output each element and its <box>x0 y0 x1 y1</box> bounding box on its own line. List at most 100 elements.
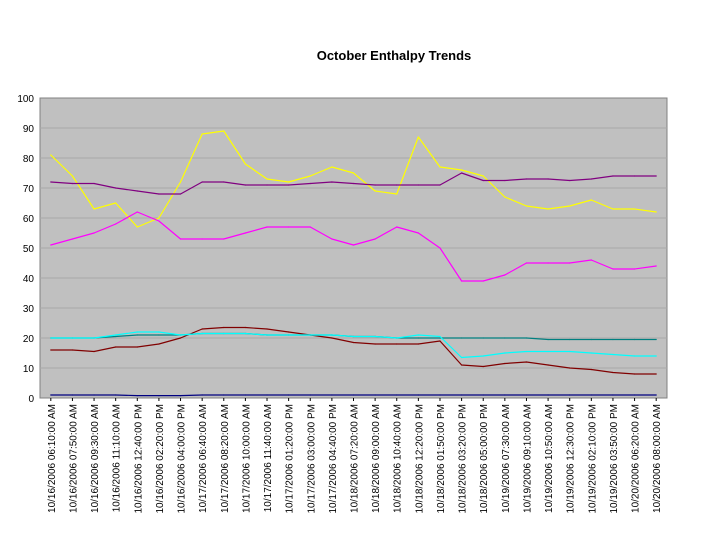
data-point <box>136 334 138 336</box>
data-point <box>115 334 117 336</box>
data-point <box>352 394 355 396</box>
data-point <box>158 220 160 222</box>
data-point <box>158 331 160 333</box>
data-point <box>136 211 138 213</box>
data-point <box>374 335 376 338</box>
data-point <box>374 190 376 192</box>
data-point <box>50 394 52 396</box>
data-point <box>547 338 549 341</box>
y-tick-label: 30 <box>23 304 35 315</box>
data-point <box>136 226 138 228</box>
series-group <box>50 326 657 375</box>
data-point <box>525 361 528 363</box>
data-point <box>71 394 74 396</box>
data-point <box>50 244 52 246</box>
x-tick-label: 10/19/2006 09:10:00 AM <box>522 404 533 513</box>
data-point <box>633 373 636 375</box>
x-tick-label: 10/18/2006 10:40:00 AM <box>393 404 404 513</box>
data-point <box>93 350 95 353</box>
data-point <box>461 364 463 366</box>
data-point <box>244 332 246 335</box>
x-tick-label: 10/19/2006 07:30:00 AM <box>501 404 512 513</box>
data-point <box>201 238 203 240</box>
data-point <box>136 331 138 333</box>
x-tick-label: 10/19/2006 02:10:00 PM <box>587 404 598 514</box>
y-tick-label: 10 <box>23 364 35 375</box>
data-point <box>525 337 528 339</box>
data-point <box>439 184 441 186</box>
x-tick-label: 10/18/2006 03:20:00 PM <box>458 404 469 514</box>
data-point <box>288 394 290 396</box>
data-point <box>374 394 376 396</box>
data-point <box>569 179 571 182</box>
data-point <box>288 334 290 336</box>
data-point <box>331 181 333 183</box>
data-point <box>461 172 463 174</box>
data-point <box>504 352 506 354</box>
data-point <box>547 208 549 210</box>
data-point <box>482 337 484 339</box>
data-point <box>288 181 290 183</box>
data-point <box>223 181 225 183</box>
series-group <box>50 394 657 397</box>
data-point <box>547 350 549 353</box>
x-tick-label: 10/18/2006 12:20:00 PM <box>414 404 425 514</box>
data-point <box>504 362 506 365</box>
x-tick-label: 10/19/2006 03:50:00 PM <box>609 404 620 514</box>
x-tick-label: 10/18/2006 07:20:00 AM <box>350 404 361 513</box>
data-point <box>136 190 138 192</box>
data-point <box>309 394 311 396</box>
data-point <box>266 334 268 336</box>
data-point <box>590 352 592 354</box>
data-point <box>590 259 592 261</box>
data-point <box>590 394 592 396</box>
data-point <box>633 268 636 270</box>
data-point <box>396 184 398 186</box>
x-tick-label: 10/17/2006 06:40:00 AM <box>198 404 209 513</box>
data-point <box>655 394 657 396</box>
data-point <box>547 262 549 264</box>
data-point <box>71 337 74 339</box>
data-point <box>655 373 657 375</box>
data-point <box>655 355 657 357</box>
data-point <box>569 205 571 207</box>
data-point <box>504 196 506 198</box>
data-point <box>482 280 484 282</box>
x-tick-label: 10/17/2006 10:00:00 AM <box>241 404 252 513</box>
data-point <box>266 178 268 180</box>
data-point <box>504 337 506 339</box>
data-point <box>461 280 463 282</box>
x-tick-label: 10/16/2006 06:10:00 AM <box>47 404 58 513</box>
y-tick-label: 90 <box>23 124 35 135</box>
data-point <box>309 226 311 228</box>
data-point <box>179 337 182 339</box>
data-point <box>590 338 592 341</box>
data-point <box>244 184 246 186</box>
x-tick-label: 10/18/2006 09:00:00 AM <box>371 404 382 513</box>
data-point <box>201 328 203 330</box>
data-point <box>179 238 182 240</box>
data-point <box>612 208 614 210</box>
data-point <box>439 394 441 396</box>
data-point <box>136 395 138 397</box>
y-axis-ticks: 0 10 20 30 40 50 60 70 80 90 100 <box>17 94 34 405</box>
x-axis-ticks: 10/16/2006 06:10:00 AM 10/16/2006 07:50:0… <box>47 398 663 514</box>
data-point <box>396 394 398 396</box>
data-point <box>352 182 355 185</box>
x-tick-label: 10/17/2006 11:40:00 AM <box>263 404 274 512</box>
data-point <box>525 178 528 180</box>
data-point <box>569 367 571 369</box>
x-tick-label: 10/16/2006 02:20:00 PM <box>155 404 166 514</box>
data-point <box>201 332 203 335</box>
data-point <box>417 232 419 234</box>
data-point <box>288 331 290 333</box>
data-point <box>50 349 52 351</box>
data-point <box>417 184 419 186</box>
data-point <box>374 184 376 186</box>
data-point <box>136 346 138 348</box>
data-point <box>179 181 182 183</box>
data-point <box>179 193 182 195</box>
data-point <box>655 338 657 341</box>
data-point <box>525 350 528 353</box>
data-point <box>115 187 117 189</box>
